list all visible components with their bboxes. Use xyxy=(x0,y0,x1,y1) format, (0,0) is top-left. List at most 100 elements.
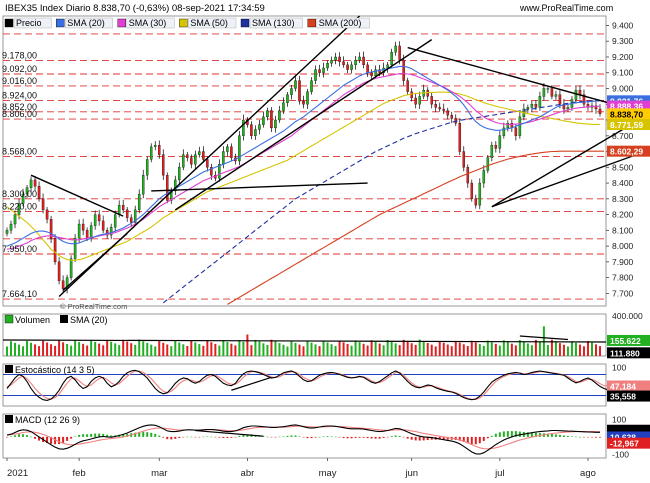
legend-label-sma30: SMA (30) xyxy=(129,18,167,28)
volume-bar xyxy=(218,345,221,356)
vol-legend-swatch-sma xyxy=(60,315,68,323)
candle xyxy=(137,193,141,211)
candle xyxy=(33,179,37,187)
volume-bar xyxy=(474,342,477,356)
candle xyxy=(598,108,602,114)
macd-histogram-bar xyxy=(322,436,325,437)
candle xyxy=(226,146,229,152)
candle xyxy=(298,80,301,102)
volume-bar xyxy=(62,342,65,356)
volume-bar xyxy=(150,344,153,356)
volume-bar xyxy=(414,344,417,356)
volume-bar xyxy=(582,346,585,356)
candle xyxy=(97,214,101,222)
macd-histogram-bar xyxy=(122,434,125,437)
value-tag-sma30 xyxy=(607,100,650,112)
macd-histogram-bar xyxy=(406,436,409,439)
volume-bar xyxy=(190,340,193,356)
y-tick-label: 9.000 xyxy=(612,84,634,94)
macd-histogram-bar xyxy=(578,436,581,438)
macd-histogram-bar xyxy=(14,435,17,437)
trend-line xyxy=(62,232,128,291)
candle xyxy=(190,157,193,165)
volume-bar xyxy=(298,344,301,356)
volume-bar xyxy=(86,345,89,356)
candle xyxy=(426,89,429,97)
macd-histogram-bar xyxy=(302,436,305,438)
volume-bar xyxy=(14,342,17,356)
volume-bar xyxy=(594,344,597,356)
volume-bar xyxy=(338,340,341,356)
macd-histogram-bar xyxy=(286,435,289,437)
volume-bar xyxy=(562,344,565,356)
panel-labels: 9.178,00 9.092,00 9.016,00 8.924,00 8.852,00… xyxy=(2,17,650,479)
candle xyxy=(402,59,405,81)
legend-label-sma130: SMA (130) xyxy=(252,18,295,28)
candle xyxy=(178,167,181,181)
macd-tag-osc-label: 10,638 xyxy=(610,433,636,443)
level-label: 9.178,00 xyxy=(2,50,37,60)
volume-bar xyxy=(502,340,505,356)
y-tick-label: 8.100 xyxy=(612,225,634,235)
volume-bar xyxy=(550,339,553,356)
volume-bar xyxy=(238,340,241,356)
macd-histogram-bar xyxy=(102,433,105,437)
stoch-tick-label: 100 xyxy=(612,363,626,373)
candle xyxy=(206,159,209,168)
volume-bar xyxy=(66,344,69,356)
macd-histogram-bar xyxy=(342,436,345,438)
level-label: 8.568,00 xyxy=(2,147,37,157)
vol-tag-up-label: 155.622 xyxy=(610,336,641,346)
candle xyxy=(482,170,486,184)
macd-histogram-bar xyxy=(210,436,213,438)
volume-bar xyxy=(578,344,581,356)
macd-tick-label: -100 xyxy=(612,449,629,459)
volume-bar xyxy=(454,340,457,356)
macd-histogram-bar xyxy=(246,434,249,437)
volume-bar xyxy=(242,341,245,356)
candle xyxy=(446,110,449,116)
macd-histogram-bar xyxy=(382,436,385,438)
candle xyxy=(518,116,522,136)
x-tick-label: 2021 xyxy=(7,468,28,479)
candle xyxy=(502,127,506,136)
candle xyxy=(338,56,341,62)
candle xyxy=(466,167,470,184)
macd-histogram-bar xyxy=(94,433,97,437)
volume-bar xyxy=(542,326,545,356)
y-tick-label: 7.700 xyxy=(612,288,634,298)
macd-histogram-bar xyxy=(26,435,29,437)
macd-histogram-bar xyxy=(566,436,569,437)
volume-bar xyxy=(354,340,357,356)
macd-histogram-bar xyxy=(134,432,137,437)
volume-bar xyxy=(42,340,45,356)
level-label: 9.016,00 xyxy=(2,76,37,86)
volume-bar xyxy=(510,343,513,356)
macd-histogram-bar xyxy=(599,436,601,438)
stoch-tag-d-label: 47,184 xyxy=(610,381,636,391)
volume-bar xyxy=(102,345,105,356)
candle xyxy=(458,123,462,152)
candle xyxy=(182,154,185,168)
macd-histogram-bar xyxy=(398,436,401,437)
macd-legend-label: MACD (12 26 9) xyxy=(15,415,80,425)
macd-histogram-bar xyxy=(546,433,549,437)
volume-bar xyxy=(250,345,253,356)
candle xyxy=(274,119,277,129)
candle xyxy=(306,91,309,105)
macd-histogram-bar xyxy=(206,436,209,438)
macd-histogram-bar xyxy=(182,436,185,438)
volume-bar xyxy=(122,339,125,356)
sma200-line xyxy=(227,150,604,305)
volume-bar xyxy=(518,340,521,356)
candle xyxy=(230,146,233,158)
x-tick-label: mar xyxy=(151,468,167,479)
macd-histogram-bar xyxy=(290,435,293,437)
volume-bar xyxy=(390,341,393,356)
macd-histogram-bar xyxy=(518,431,521,437)
volume-bar xyxy=(22,346,25,356)
volume-bar xyxy=(10,341,13,356)
macd-histogram-bar xyxy=(362,436,365,438)
volume-bar xyxy=(554,341,557,356)
